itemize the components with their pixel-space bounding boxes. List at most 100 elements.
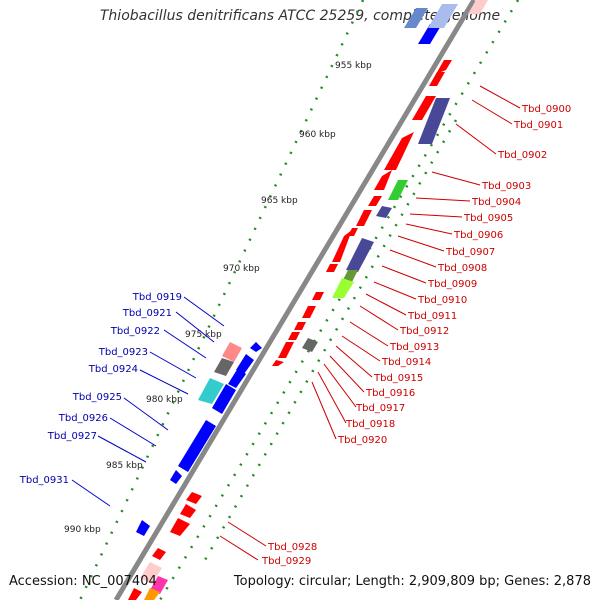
gene-arrow <box>436 60 452 74</box>
gene-label: Tbd_0923 <box>98 347 148 358</box>
leader-line <box>455 123 497 155</box>
gene-arrow <box>236 354 254 374</box>
scale-label: 975 kbp <box>185 330 222 340</box>
leader-line <box>149 351 197 379</box>
gene-block <box>376 206 392 218</box>
gene-label: Tbd_0927 <box>47 431 97 442</box>
gene-block <box>302 338 318 352</box>
gene-label: Tbd_0902 <box>497 150 547 161</box>
minus-strand-genes <box>128 342 262 600</box>
leader-line <box>109 417 157 447</box>
gene-label: Tbd_0906 <box>453 230 503 241</box>
gene-block <box>214 358 234 376</box>
leader-line <box>381 265 427 284</box>
gene-arrow <box>272 360 284 366</box>
gene-arrow <box>288 332 300 340</box>
scale-label: 970 kbp <box>223 264 260 274</box>
gene-block <box>150 576 168 594</box>
gene-arrow <box>178 420 216 472</box>
gene-label: Tbd_0914 <box>381 357 431 368</box>
leader-line <box>341 335 381 362</box>
gene-label: Tbd_0922 <box>110 326 160 337</box>
gene-label: Tbd_0916 <box>365 388 415 399</box>
leader-line <box>71 479 111 507</box>
gene-arrow <box>278 350 290 358</box>
gene-arrow <box>136 520 150 536</box>
gene-arrow <box>429 72 445 86</box>
gene-label: Tbd_0901 <box>513 120 563 131</box>
leader-line <box>227 521 267 547</box>
scale-label: 980 kbp <box>146 395 183 405</box>
gene-block <box>222 342 242 362</box>
leader-line <box>409 213 463 218</box>
gene-label: Tbd_0925 <box>72 392 122 403</box>
gene-arrow <box>368 196 382 206</box>
gene-label: Tbd_0908 <box>437 263 487 274</box>
gene-label: Tbd_0919 <box>132 292 182 303</box>
left-leader-lines <box>71 296 225 507</box>
gene-label: Tbd_0910 <box>417 295 467 306</box>
gene-label: Tbd_0907 <box>445 247 495 258</box>
gene-label: Tbd_0929 <box>261 556 311 567</box>
right-gene-labels: Tbd_0900 Tbd_0901 Tbd_0902 Tbd_0903 Tbd_… <box>261 104 571 567</box>
scale-label: 965 kbp <box>261 196 298 206</box>
leader-line <box>471 99 513 125</box>
top-features <box>404 0 488 44</box>
scale-label: 990 kbp <box>64 525 101 535</box>
gene-label: Tbd_0911 <box>407 311 457 322</box>
backbone-line <box>113 0 477 600</box>
leader-line <box>405 223 453 235</box>
gene-arrow <box>170 518 190 536</box>
leader-line <box>219 535 259 561</box>
gene-block <box>404 8 428 28</box>
gene-arrow <box>412 96 436 120</box>
gene-label: Tbd_0915 <box>373 373 423 384</box>
gene-block <box>144 588 160 600</box>
gene-block <box>198 378 224 404</box>
gene-arrow <box>326 264 338 272</box>
leader-line <box>335 345 373 378</box>
gene-block <box>140 562 162 584</box>
gene-label: Tbd_0905 <box>463 213 513 224</box>
gene-block <box>388 180 408 200</box>
gene-arrow <box>186 492 202 504</box>
gene-label: Tbd_0931 <box>19 475 69 486</box>
gene-block <box>468 0 488 14</box>
gene-block <box>342 270 358 282</box>
gene-label: Tbd_0921 <box>122 308 172 319</box>
map-title: Thiobacillus denitrificans ATCC 25259, c… <box>99 8 501 24</box>
gene-arrow <box>332 230 352 262</box>
leader-line <box>397 235 445 252</box>
plus-strand-genes <box>272 60 452 366</box>
gene-arrow <box>302 306 316 318</box>
gene-block <box>346 238 374 272</box>
gene-label: Tbd_0904 <box>471 197 521 208</box>
left-gene-labels: Tbd_0919 Tbd_0921 Tbd_0922 Tbd_0923 Tbd_… <box>19 292 182 486</box>
leader-line <box>415 197 471 202</box>
gene-block <box>428 4 458 28</box>
gene-label: Tbd_0909 <box>427 279 477 290</box>
inner-tick-track <box>78 0 365 600</box>
scale-label-group: 955 kbp 960 kbp 965 kbp 970 kbp 975 kbp … <box>64 61 372 535</box>
leader-line <box>317 371 347 424</box>
leader-line <box>329 355 365 393</box>
leader-line <box>311 381 337 440</box>
gene-block <box>418 24 442 44</box>
gene-arrow <box>294 322 306 330</box>
gene-arrow <box>356 210 372 226</box>
gene-arrow <box>384 132 414 170</box>
outer-tick-track <box>158 0 520 600</box>
leader-line <box>183 296 225 327</box>
gene-label: Tbd_0912 <box>399 326 449 337</box>
leader-line <box>139 369 189 395</box>
gene-arrow <box>312 292 324 300</box>
leader-line <box>163 329 207 359</box>
leader-line <box>431 171 481 186</box>
scale-label: 955 kbp <box>335 61 372 71</box>
leader-line <box>479 85 521 109</box>
gene-arrow <box>180 504 196 518</box>
gene-arrow <box>212 384 236 414</box>
right-leader-lines <box>219 85 521 561</box>
